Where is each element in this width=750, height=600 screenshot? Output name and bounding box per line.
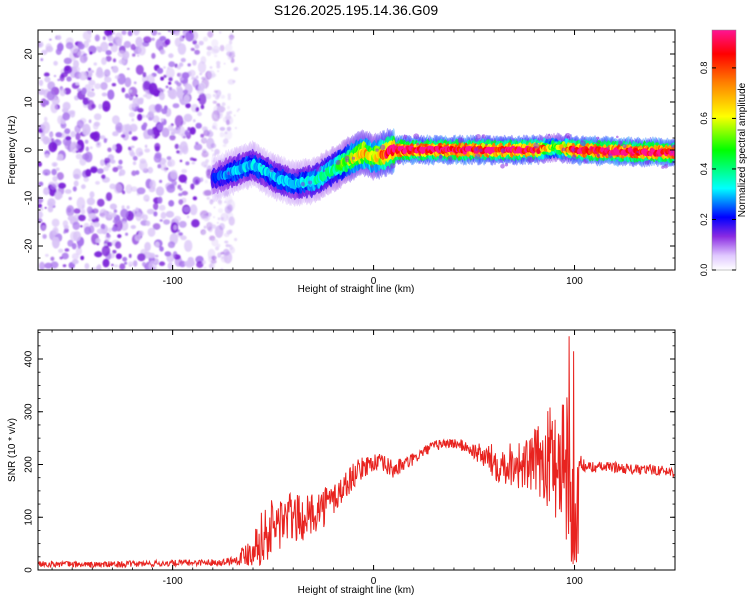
spectrogram-image: [38, 30, 675, 270]
snr-y-label: SNR (10 * v/v): [7, 418, 18, 482]
y-tick-label: 100: [24, 508, 35, 525]
colorbar-tick-label: 0.0: [699, 264, 709, 277]
spectrogram-x-ticks: -100 0 100: [51, 30, 676, 287]
x-tick-label: -100: [163, 276, 183, 287]
spectrogram-y-ticks: -20 -10 0 10 20: [24, 29, 675, 271]
x-tick-label: 0: [371, 576, 377, 587]
x-tick-label: -100: [163, 576, 183, 587]
noise-speckle: [38, 30, 240, 270]
y-tick-label: 300: [24, 403, 35, 420]
y-tick-label: 10: [24, 96, 35, 108]
colorbar-tick-label: 0.4: [699, 163, 709, 176]
colorbar-ticks: 0.0 0.2 0.4 0.6 0.8: [699, 62, 736, 277]
y-tick-label: 20: [24, 48, 35, 60]
colorbar-tick-label: 0.2: [699, 213, 709, 226]
snr-panel: -100 0 100 0 100 200 300 400 Height of straigh…: [7, 329, 676, 596]
y-tick-label: 0: [24, 147, 35, 153]
x-tick-label: 100: [566, 576, 583, 587]
snr-x-label: Height of straight line (km): [298, 585, 415, 596]
y-tick-label: 400: [24, 350, 35, 367]
spectrogram-x-label: Height of straight line (km): [298, 284, 415, 295]
y-tick-label: 0: [24, 567, 35, 573]
snr-frame: [37, 329, 676, 571]
signal-track: [210, 128, 675, 207]
snr-y-ticks: 0 100 200 300 400: [24, 332, 675, 573]
snr-x-ticks: -100 0 100: [51, 330, 676, 587]
spectrogram-y-label: Frequency (Hz): [7, 116, 18, 185]
colorbar-gradient: [711, 29, 737, 271]
colorbar: 0.0 0.2 0.4 0.6 0.8 Normalized spectral ampl…: [699, 29, 748, 277]
colorbar-tick-label: 0.8: [699, 62, 709, 75]
x-tick-label: 100: [566, 276, 583, 287]
y-tick-label: -20: [24, 238, 35, 253]
y-tick-label: 200: [24, 456, 35, 473]
x-tick-label: 0: [371, 276, 377, 287]
figure-title: S126.2025.195.14.36.G09: [274, 2, 438, 18]
colorbar-tick-label: 0.6: [699, 112, 709, 125]
y-tick-label: -10: [24, 190, 35, 205]
colorbar-label: Normalized spectral amplitude: [737, 82, 748, 217]
snr-series-line: [38, 336, 675, 569]
